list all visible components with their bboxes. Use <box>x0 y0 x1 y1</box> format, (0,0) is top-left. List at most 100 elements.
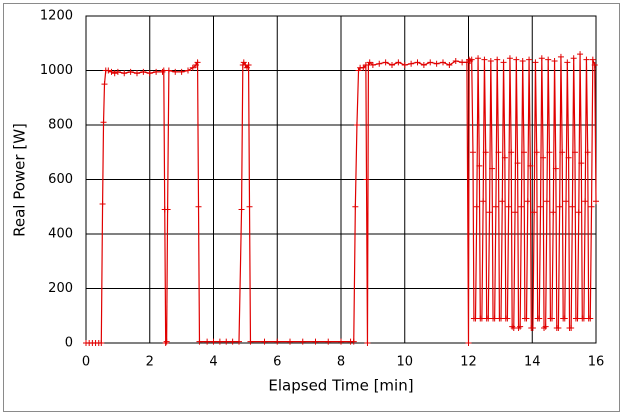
point-marker <box>325 338 332 345</box>
point-marker <box>366 59 373 66</box>
point-marker <box>287 338 293 345</box>
point-marker <box>555 325 562 332</box>
point-marker <box>353 122 360 128</box>
point-marker <box>582 198 589 205</box>
point-marker <box>433 60 440 67</box>
point-marker <box>543 198 550 205</box>
point-marker <box>565 154 572 161</box>
point-marker <box>164 206 171 213</box>
point-marker <box>506 55 513 62</box>
point-marker <box>570 55 577 62</box>
point-marker <box>178 68 185 75</box>
y-tick-label: 0 <box>65 336 73 351</box>
point-marker <box>577 51 584 58</box>
point-marker <box>591 62 598 69</box>
point-marker <box>446 62 453 69</box>
point-marker <box>523 315 530 322</box>
point-marker <box>514 160 521 167</box>
point-marker <box>185 67 191 74</box>
point-marker <box>587 315 594 322</box>
point-marker <box>165 67 172 74</box>
point-marker <box>204 338 211 345</box>
point-marker <box>162 340 169 346</box>
point-marker <box>376 60 383 67</box>
point-marker <box>196 338 203 345</box>
point-marker <box>245 62 252 69</box>
point-marker <box>229 338 236 345</box>
point-marker <box>312 338 319 345</box>
point-marker <box>98 340 105 346</box>
point-marker <box>338 338 344 345</box>
point-marker <box>593 198 599 205</box>
point-marker <box>160 67 167 74</box>
point-marker <box>352 203 359 210</box>
point-marker <box>274 338 281 345</box>
point-marker <box>568 325 575 332</box>
point-marker <box>519 57 526 64</box>
point-marker <box>140 68 147 75</box>
point-marker <box>529 325 536 332</box>
x-tick-label: 8 <box>337 355 345 370</box>
point-marker <box>495 149 502 156</box>
point-marker <box>465 340 472 346</box>
point-marker <box>578 160 585 167</box>
point-marker <box>408 60 415 67</box>
point-marker <box>223 338 230 345</box>
point-marker <box>482 149 489 156</box>
point-marker <box>508 149 515 156</box>
x-tick-label: 14 <box>524 355 541 370</box>
point-marker <box>538 55 545 62</box>
point-marker <box>401 62 408 69</box>
point-marker <box>550 209 557 216</box>
point-marker <box>486 209 493 216</box>
point-marker <box>163 338 170 345</box>
point-marker <box>549 315 556 322</box>
point-marker <box>247 338 254 345</box>
y-tick-label: 200 <box>48 281 73 296</box>
point-marker <box>101 81 108 88</box>
point-marker <box>452 57 459 64</box>
point-marker <box>111 70 118 77</box>
y-tick-label: 1200 <box>40 9 73 24</box>
point-marker <box>517 323 524 330</box>
point-marker <box>501 154 508 161</box>
point-marker <box>468 56 475 63</box>
point-marker <box>172 68 179 75</box>
point-marker <box>532 59 539 66</box>
point-marker <box>542 323 549 330</box>
point-marker <box>545 56 552 63</box>
x-tick-label: 10 <box>396 355 413 370</box>
point-marker <box>552 165 559 172</box>
x-tick-label: 16 <box>588 355 605 370</box>
point-marker <box>526 56 533 63</box>
point-marker <box>414 59 421 66</box>
point-marker <box>364 340 371 346</box>
x-tick-label: 6 <box>273 355 281 370</box>
point-marker <box>100 119 107 126</box>
point-marker <box>363 176 370 183</box>
point-marker <box>500 59 507 66</box>
y-tick-label: 1000 <box>40 63 73 78</box>
point-marker <box>420 62 427 69</box>
point-marker <box>571 149 578 156</box>
y-tick-label: 600 <box>48 172 73 187</box>
point-marker <box>475 55 482 62</box>
point-marker <box>561 315 568 322</box>
x-tick-label: 0 <box>82 355 90 370</box>
point-marker <box>559 149 566 156</box>
point-marker <box>480 198 487 205</box>
point-marker <box>556 203 563 210</box>
point-marker <box>469 149 476 156</box>
point-marker <box>504 315 511 322</box>
point-marker <box>114 68 121 75</box>
point-marker <box>540 154 547 161</box>
point-marker <box>99 201 106 208</box>
y-axis-label: Real Power [W] <box>11 123 29 237</box>
point-marker <box>440 59 446 66</box>
point-marker <box>473 203 480 210</box>
point-marker <box>236 338 242 345</box>
point-marker <box>524 198 531 205</box>
point-marker <box>537 203 544 210</box>
x-axis-label: Elapsed Time [min] <box>268 377 413 395</box>
point-marker <box>584 149 591 156</box>
